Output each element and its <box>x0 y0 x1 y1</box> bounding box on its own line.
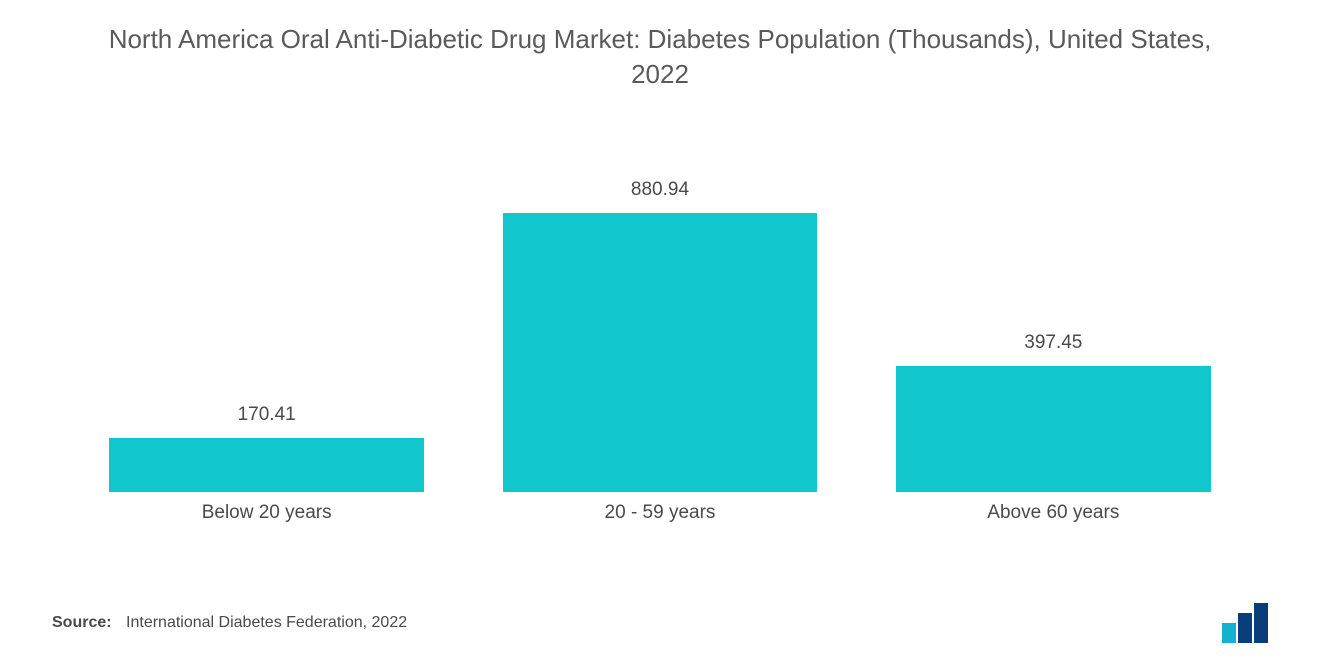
source-label: Source: <box>52 614 112 631</box>
bar <box>503 213 818 492</box>
category-label: 20 - 59 years <box>463 492 856 524</box>
brand-logo-icon <box>1222 603 1268 643</box>
bar-group: 880.94 <box>463 179 856 492</box>
logo-bar <box>1238 613 1252 643</box>
bar-group: 397.45 <box>857 332 1250 492</box>
bar <box>896 366 1211 492</box>
bar-value-label: 880.94 <box>631 179 689 201</box>
source-line: Source: International Diabetes Federatio… <box>52 614 407 632</box>
chart-container: North America Oral Anti-Diabetic Drug Ma… <box>0 0 1320 665</box>
bar <box>109 438 424 492</box>
source-text: International Diabetes Federation, 2022 <box>126 614 407 631</box>
bar-value-label: 397.45 <box>1024 332 1082 354</box>
bar-group: 170.41 <box>70 404 463 492</box>
bar-value-label: 170.41 <box>238 404 296 426</box>
chart-footer: Source: International Diabetes Federatio… <box>52 603 1268 643</box>
category-label: Below 20 years <box>70 492 463 524</box>
category-labels: Below 20 years 20 - 59 years Above 60 ye… <box>70 492 1250 542</box>
bars-track: 170.41 880.94 397.45 <box>70 112 1250 492</box>
logo-bar <box>1254 603 1268 643</box>
logo-bar <box>1222 623 1236 643</box>
chart-title: North America Oral Anti-Diabetic Drug Ma… <box>0 0 1320 92</box>
category-label: Above 60 years <box>857 492 1250 524</box>
chart-plot-area: 170.41 880.94 397.45 Below 20 years 20 -… <box>70 112 1250 542</box>
